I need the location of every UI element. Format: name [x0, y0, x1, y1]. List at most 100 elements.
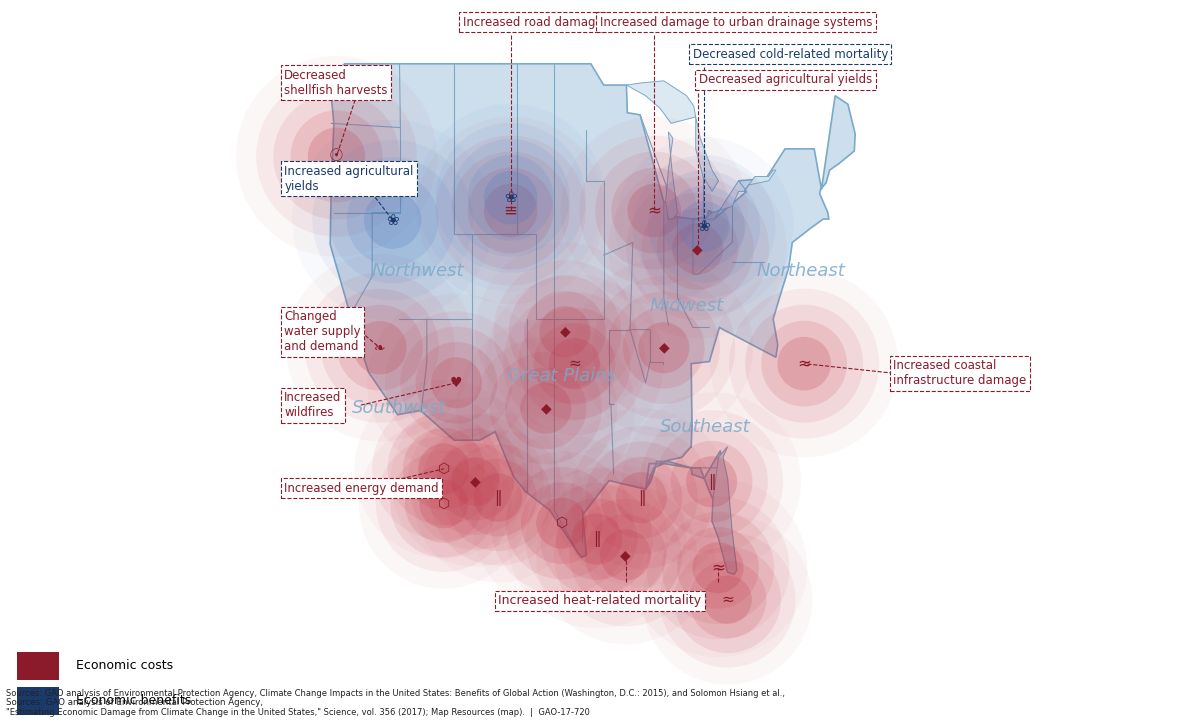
Circle shape [505, 467, 618, 579]
Circle shape [569, 499, 682, 611]
Text: ‖: ‖ [637, 489, 646, 505]
Text: Southwest: Southwest [352, 399, 446, 418]
Circle shape [290, 110, 383, 202]
Text: ≡: ≡ [504, 202, 517, 220]
Text: ⬡: ⬡ [556, 516, 568, 530]
Text: Northeast: Northeast [756, 262, 845, 280]
Text: Decreased cold-related mortality: Decreased cold-related mortality [692, 48, 888, 61]
Circle shape [436, 136, 586, 286]
Text: ≈: ≈ [568, 356, 581, 371]
Circle shape [451, 152, 570, 270]
Circle shape [642, 193, 754, 305]
Text: ≈: ≈ [721, 592, 734, 608]
Text: Sources: GAO analysis of Environmental Protection Agency, Climate Change Impacts: Sources: GAO analysis of Environmental P… [6, 689, 785, 698]
Circle shape [484, 171, 538, 225]
Circle shape [689, 561, 767, 639]
Circle shape [437, 443, 515, 521]
Text: ⬡: ⬡ [438, 462, 450, 476]
Circle shape [628, 183, 682, 237]
Circle shape [664, 186, 745, 268]
Circle shape [330, 157, 456, 283]
Circle shape [518, 307, 631, 420]
Circle shape [526, 468, 668, 610]
Circle shape [509, 276, 622, 388]
Circle shape [556, 498, 637, 580]
Circle shape [536, 497, 587, 549]
Circle shape [451, 457, 500, 506]
Circle shape [656, 208, 738, 290]
Circle shape [692, 542, 744, 593]
FancyBboxPatch shape [17, 652, 59, 680]
Circle shape [778, 337, 830, 391]
Circle shape [256, 76, 416, 236]
Text: ◆: ◆ [659, 341, 670, 355]
Circle shape [601, 457, 683, 539]
Text: Increased damage to urban drainage systems: Increased damage to urban drainage syste… [600, 16, 872, 29]
Circle shape [404, 465, 482, 543]
Circle shape [554, 484, 697, 626]
Circle shape [570, 426, 713, 569]
Polygon shape [666, 132, 678, 219]
Text: ‖: ‖ [494, 489, 502, 505]
FancyBboxPatch shape [17, 687, 59, 715]
Text: Increased coastal
infrastructure damage: Increased coastal infrastructure damage [894, 359, 1027, 387]
Text: Increased energy demand: Increased energy demand [284, 481, 439, 494]
Circle shape [474, 337, 617, 480]
Circle shape [503, 292, 646, 435]
Text: Increased road damage: Increased road damage [463, 16, 602, 29]
Circle shape [626, 178, 769, 320]
Circle shape [415, 342, 497, 423]
Circle shape [468, 167, 553, 254]
Polygon shape [712, 447, 737, 574]
Circle shape [337, 304, 422, 391]
Circle shape [431, 357, 482, 408]
Circle shape [640, 410, 784, 553]
Circle shape [632, 155, 775, 298]
Circle shape [548, 338, 600, 389]
Circle shape [524, 291, 606, 373]
Text: Economic costs: Economic costs [76, 659, 173, 672]
Text: ☉: ☉ [329, 147, 344, 165]
Circle shape [730, 289, 880, 439]
Circle shape [460, 459, 536, 536]
Text: ❧: ❧ [374, 341, 385, 355]
Text: "Estimating Economic Damage from Climate Change in the United States," Science, : "Estimating Economic Damage from Climate… [6, 708, 590, 717]
Text: Economic benefits: Economic benefits [76, 694, 191, 707]
Circle shape [677, 527, 758, 609]
Text: Increased heat-related mortality: Increased heat-related mortality [498, 594, 702, 608]
Circle shape [580, 136, 730, 286]
Circle shape [430, 430, 566, 566]
Circle shape [521, 383, 571, 434]
Polygon shape [696, 117, 719, 191]
Circle shape [703, 576, 752, 624]
Polygon shape [744, 170, 776, 191]
Text: ◆: ◆ [559, 325, 570, 339]
Text: Northwest: Northwest [372, 262, 464, 280]
Circle shape [320, 289, 439, 407]
Circle shape [484, 183, 538, 237]
Polygon shape [626, 80, 696, 123]
Text: Increased agricultural
yields: Increased agricultural yields [284, 165, 414, 193]
Circle shape [420, 480, 468, 529]
Circle shape [403, 428, 485, 510]
Polygon shape [329, 64, 856, 574]
Circle shape [474, 473, 522, 522]
Circle shape [593, 276, 736, 419]
Circle shape [376, 436, 511, 572]
Text: ≈: ≈ [797, 355, 811, 373]
Circle shape [534, 323, 616, 405]
Circle shape [638, 322, 689, 373]
Circle shape [312, 140, 473, 300]
Circle shape [390, 451, 497, 558]
Circle shape [745, 304, 863, 423]
Text: ‖: ‖ [708, 473, 715, 489]
Circle shape [541, 483, 653, 595]
Circle shape [662, 512, 774, 624]
Circle shape [388, 413, 500, 525]
Text: ◆: ◆ [620, 548, 631, 562]
Circle shape [648, 170, 760, 283]
Circle shape [401, 327, 512, 439]
Circle shape [307, 128, 365, 185]
Text: ❀: ❀ [504, 190, 517, 205]
Text: Sources: GAO analysis of Environmental Protection Agency,: Sources: GAO analysis of Environmental P… [6, 697, 265, 707]
